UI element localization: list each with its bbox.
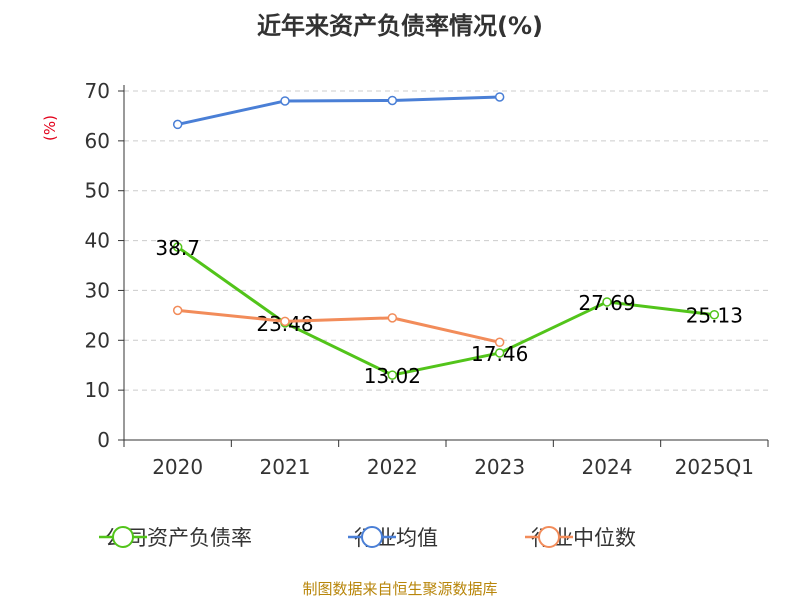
legend-marker-industry-median [525, 526, 573, 548]
legend: 公司资产负债率 行业均值 行业中位数 [0, 520, 800, 554]
x-tick-label: 2024 [582, 455, 633, 479]
data-label: 27.69 [578, 291, 635, 315]
chart-title: 近年来资产负债率情况(%) [257, 12, 543, 40]
y-tick-label: 20 [85, 328, 110, 352]
x-tick-label: 2021 [260, 455, 311, 479]
data-point [280, 96, 290, 106]
legend-marker-company [99, 526, 147, 548]
data-point [387, 313, 398, 323]
legend-marker-industry-average [348, 526, 396, 548]
series-line-2 [177, 308, 500, 344]
data-point [709, 309, 720, 320]
data-point [280, 316, 290, 327]
data-label: 38.7 [155, 236, 200, 260]
source-footer: 制图数据来自恒生聚源数据库 [302, 580, 498, 598]
data-point [172, 305, 183, 316]
y-tick-label: 0 [97, 428, 110, 452]
legend-item-industry-median[interactable]: 行业中位数 [523, 520, 636, 554]
data-label: 13.02 [364, 364, 421, 388]
y-tick-label: 50 [85, 179, 110, 203]
y-tick-label: 30 [85, 278, 110, 302]
data-point [494, 92, 505, 102]
data-point [494, 348, 505, 358]
data-point [602, 297, 612, 307]
data-point [172, 242, 183, 252]
x-tick-label: 2020 [152, 455, 203, 479]
legend-item-company[interactable]: 公司资产负债率 [97, 520, 252, 554]
y-tick-label: 70 [85, 79, 110, 103]
x-tick-label: 2022 [367, 455, 418, 479]
y-tick-label: 60 [85, 129, 110, 153]
data-point [172, 119, 183, 130]
x-tick-label: 2025Q1 [675, 455, 754, 479]
y-tick-label: 10 [85, 378, 110, 402]
series-line-1 [177, 95, 500, 126]
y-tick-label: 40 [85, 229, 110, 253]
data-point [387, 370, 398, 380]
data-point [387, 95, 398, 106]
series-line-0 [176, 245, 715, 377]
data-label: 25.13 [686, 304, 743, 328]
x-tick-label: 2023 [474, 455, 525, 479]
data-point [494, 337, 505, 348]
legend-item-industry-average[interactable]: 行业均值 [346, 520, 438, 554]
